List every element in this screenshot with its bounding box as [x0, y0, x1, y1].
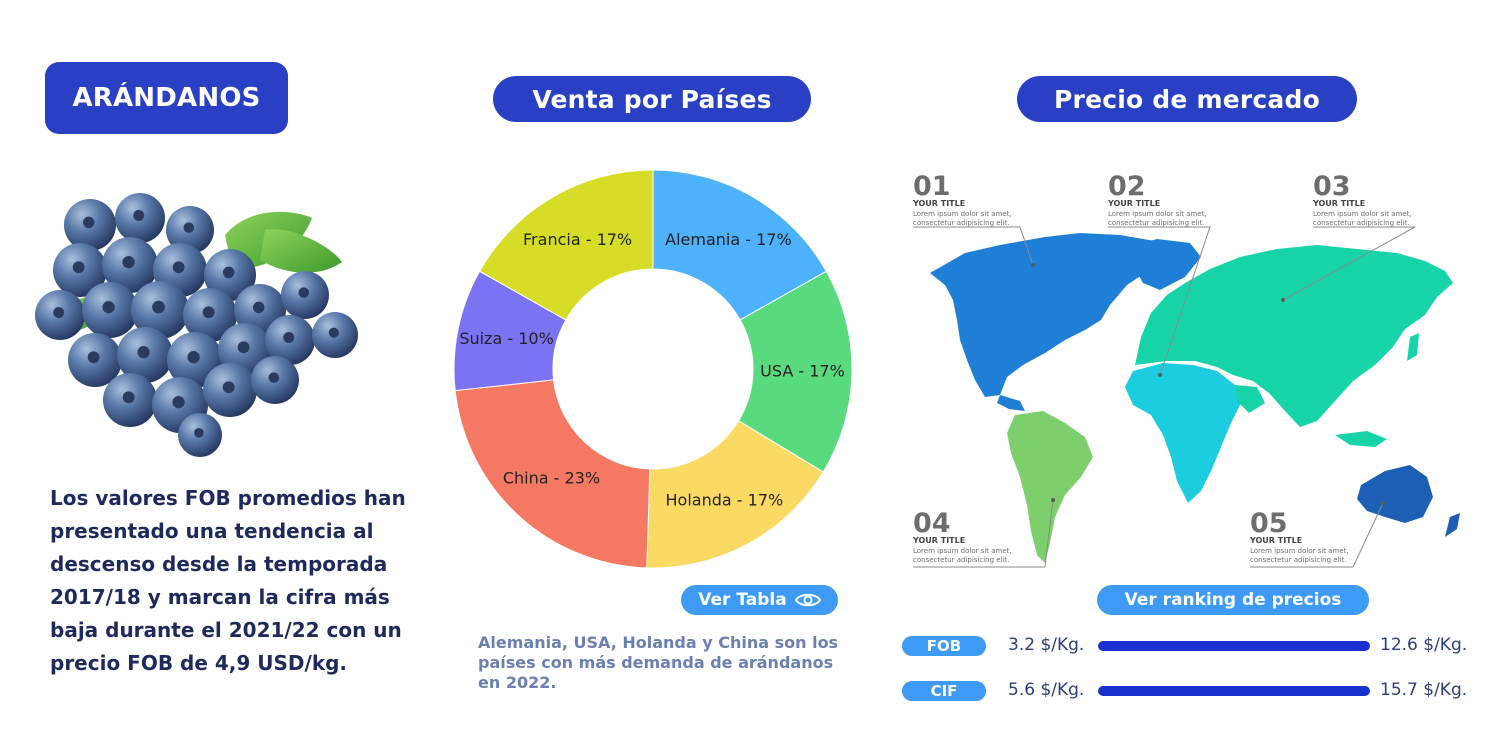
- sales-by-country-title: Venta por Países: [493, 76, 811, 122]
- cif-high-price: 15.7 $/Kg.: [1380, 680, 1468, 700]
- donut-label-suiza: Suiza - 10%: [459, 329, 553, 348]
- donut-label-holanda: Holanda - 17%: [666, 490, 784, 509]
- arabia: [1235, 385, 1265, 413]
- callout-text-1b: consectetur adipisicing elit.: [913, 219, 1009, 227]
- callout-text-2a: Lorem ipsum dolor sit amet,: [1108, 210, 1207, 218]
- sales-donut-chart: Alemania - 17% USA - 17% Holanda - 17% Chin…: [453, 169, 853, 569]
- africa: [1125, 363, 1241, 503]
- blueberry-crown: [82, 216, 95, 229]
- donut-label-alemania: Alemania - 17%: [665, 230, 792, 249]
- blueberry-crown: [137, 346, 150, 359]
- callout-text-1a: Lorem ipsum dolor sit amet,: [913, 210, 1012, 218]
- callout-text-3a: Lorem ipsum dolor sit amet,: [1313, 210, 1412, 218]
- callout-number-4: 04: [913, 508, 951, 539]
- blueberry-crown: [283, 332, 295, 343]
- central-america: [997, 395, 1025, 411]
- donut-slice-alemania: [652, 169, 828, 321]
- callout-text-2b: consectetur adipisicing elit.: [1108, 219, 1204, 227]
- callout-title-4: YOUR TITLE: [912, 536, 965, 545]
- callout-title-1: YOUR TITLE: [912, 199, 965, 208]
- cif-tag: CIF: [902, 681, 986, 701]
- market-price-title: Precio de mercado: [1017, 76, 1357, 122]
- blueberry-crown: [237, 341, 250, 354]
- new-zealand: [1445, 513, 1460, 537]
- donut-slice-holanda: [646, 420, 824, 569]
- fob-tag: FOB: [902, 636, 986, 656]
- blueberry-crown: [328, 327, 339, 338]
- blueberries-image: [35, 193, 358, 457]
- donut-label-francia: Francia - 17%: [523, 230, 632, 249]
- donut-slice-usa: [737, 270, 853, 473]
- indonesia: [1335, 431, 1387, 447]
- blueberry-crown: [222, 381, 235, 394]
- donut-slice-china: [454, 379, 651, 569]
- fob-price-row: FOB 3.2 $/Kg. 12.6 $/Kg.: [902, 633, 1472, 659]
- callout-text-4b: consectetur adipisicing elit.: [913, 556, 1009, 564]
- eye-icon: [794, 591, 821, 609]
- japan: [1407, 333, 1419, 361]
- callout-number-3: 03: [1313, 171, 1351, 202]
- callout-number-2: 02: [1108, 171, 1146, 202]
- blueberry-crown: [172, 396, 185, 409]
- cif-price-row: CIF 5.6 $/Kg. 15.7 $/Kg.: [902, 678, 1472, 704]
- blueberry-crown: [133, 210, 145, 221]
- world-map: 01 YOUR TITLE Lorem ipsum dolor sit amet…: [912, 171, 1460, 568]
- blueberry-crown: [298, 287, 310, 298]
- callout-text-4a: Lorem ipsum dolor sit amet,: [913, 547, 1012, 555]
- fob-high-price: 12.6 $/Kg.: [1380, 635, 1468, 655]
- blueberry-crown: [268, 372, 280, 383]
- view-table-button[interactable]: Ver Tabla: [681, 585, 838, 615]
- cif-low-price: 5.6 $/Kg.: [1008, 680, 1085, 700]
- callout-text-5a: Lorem ipsum dolor sit amet,: [1250, 547, 1349, 555]
- blueberry-crown: [252, 301, 265, 314]
- donut-label-china: China - 23%: [503, 469, 600, 488]
- donut-label-usa: USA - 17%: [760, 361, 845, 380]
- blueberry-crown: [87, 351, 100, 364]
- view-price-ranking-button[interactable]: Ver ranking de precios: [1097, 585, 1369, 615]
- blueberry-crown: [172, 261, 185, 274]
- blueberry-crown: [72, 261, 85, 274]
- blueberry-crown: [222, 266, 235, 279]
- callout-title-2: YOUR TITLE: [1107, 199, 1160, 208]
- blueberry-crown: [122, 256, 135, 269]
- callout-text-5b: consectetur adipisicing elit.: [1250, 556, 1346, 564]
- callout-text-3b: consectetur adipisicing elit.: [1313, 219, 1409, 227]
- north-america: [930, 233, 1170, 397]
- cif-range-bar: [1098, 686, 1370, 696]
- callout-number-1: 01: [913, 171, 951, 202]
- view-table-label: Ver Tabla: [698, 590, 787, 610]
- eurasia: [1135, 245, 1453, 427]
- blueberry-crown: [202, 306, 215, 319]
- blueberry-crown: [122, 391, 135, 404]
- fob-low-price: 3.2 $/Kg.: [1008, 635, 1085, 655]
- south-america: [1007, 411, 1093, 563]
- blueberries-description: Los valores FOB promedios han presentado…: [50, 486, 406, 675]
- australia: [1357, 465, 1433, 523]
- greenland: [1127, 239, 1201, 290]
- blueberry-crown: [152, 300, 165, 314]
- callout-title-5: YOUR TITLE: [1249, 536, 1302, 545]
- fob-range-bar: [1098, 641, 1370, 651]
- callout-number-5: 05: [1250, 508, 1288, 539]
- sales-description: Alemania, USA, Holanda y China son los p…: [478, 633, 839, 692]
- donut-slice-francia: [478, 169, 654, 321]
- blueberry-crown: [102, 301, 115, 314]
- blueberries-title: ARÁNDANOS: [45, 62, 288, 134]
- callout-title-3: YOUR TITLE: [1312, 199, 1365, 208]
- blueberry-crown: [187, 351, 200, 364]
- blueberry-crown: [53, 307, 65, 318]
- blueberry-crown: [194, 427, 204, 438]
- blueberry-crown: [183, 222, 195, 233]
